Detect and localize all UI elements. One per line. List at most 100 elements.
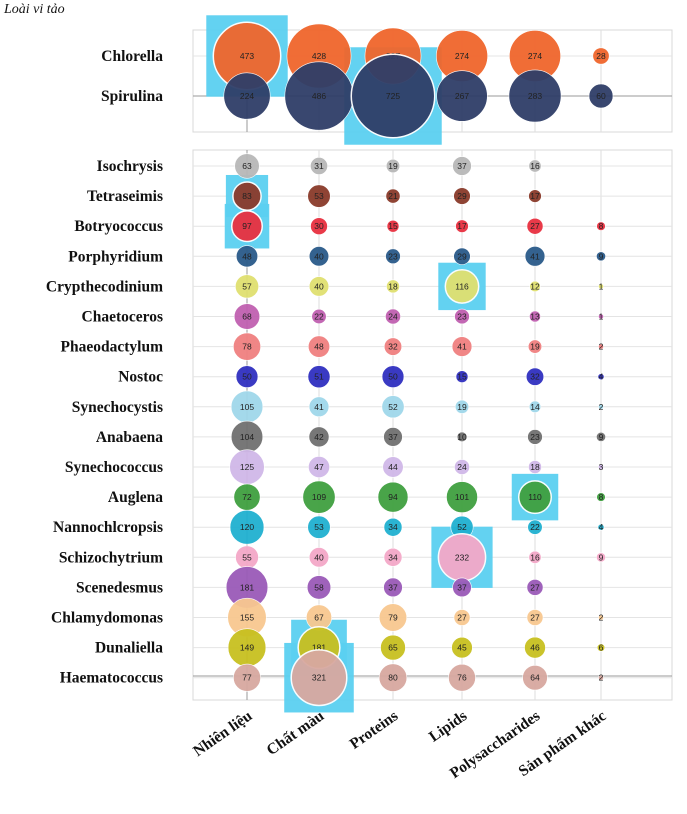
- bubble: [311, 308, 327, 325]
- bubble: [436, 70, 488, 122]
- bubble: [233, 332, 261, 361]
- bubble: [455, 370, 469, 384]
- bubble: [522, 664, 548, 691]
- data-label: 94: [388, 492, 398, 502]
- bubble: [383, 547, 403, 567]
- data-label: 64: [530, 673, 540, 683]
- data-label: 27: [530, 613, 540, 623]
- data-label: 37: [457, 161, 467, 171]
- bubble: [596, 251, 606, 262]
- row-label: Phaeodactylum: [61, 339, 164, 356]
- row-label: Nannochlcropsis: [53, 519, 163, 536]
- data-label: 15: [388, 221, 398, 231]
- column-label: Proteins: [347, 707, 402, 752]
- data-label: 97: [242, 221, 252, 231]
- data-label: 79: [388, 613, 398, 623]
- row-label: Chlorella: [101, 48, 163, 65]
- row-label: Chlamydomonas: [51, 610, 163, 627]
- data-label: 267: [455, 91, 469, 101]
- bubble: [529, 310, 541, 323]
- bubble: [528, 159, 542, 173]
- data-label: 51: [314, 372, 324, 382]
- data-label: 274: [455, 51, 469, 61]
- data-label: 101: [455, 492, 469, 502]
- bubble: [350, 53, 436, 139]
- data-label: 2: [599, 613, 604, 623]
- bubble: [290, 649, 348, 707]
- bubble: [598, 343, 604, 350]
- data-label: 77: [242, 673, 252, 683]
- bubble: [230, 210, 264, 243]
- column-label: Chất màu: [264, 707, 328, 759]
- data-label: 53: [314, 522, 324, 532]
- data-label: 22: [314, 312, 324, 322]
- bubble: [455, 219, 469, 233]
- data-label: 31: [314, 161, 324, 171]
- y-axis-title: Loài vi tảo: [4, 2, 65, 17]
- data-label: 68: [242, 312, 252, 322]
- bubble: [454, 308, 470, 325]
- data-label: 37: [388, 432, 398, 442]
- data-label: 80: [388, 673, 398, 683]
- data-label: 116: [455, 281, 469, 291]
- data-label: 2: [599, 342, 604, 352]
- bubble: [452, 156, 472, 176]
- row-label: Nostoc: [118, 369, 163, 386]
- data-label: 37: [388, 582, 398, 592]
- bubble: [385, 158, 401, 174]
- data-label: 110: [528, 492, 542, 502]
- bubble: [308, 246, 330, 267]
- data-label: 40: [314, 251, 324, 261]
- bubble: [380, 634, 406, 661]
- row-label: Botryococcus: [74, 218, 163, 235]
- bubble: [386, 279, 400, 294]
- panel-frame: [192, 149, 673, 701]
- bubble: [378, 603, 408, 632]
- bubble: [383, 577, 403, 598]
- data-label: 232: [455, 552, 469, 562]
- data-label: 83: [242, 191, 252, 201]
- data-label: 27: [457, 613, 467, 623]
- data-label: 10: [457, 432, 467, 442]
- bubble: [598, 464, 604, 470]
- data-label: 149: [240, 643, 254, 653]
- data-label: 78: [242, 342, 252, 352]
- bubble: [598, 403, 604, 410]
- bubble: [596, 221, 606, 231]
- bubble: [308, 276, 330, 297]
- bubble: [307, 515, 331, 539]
- bubble: [446, 481, 478, 513]
- bubble: [378, 663, 408, 692]
- bubble: [385, 248, 401, 265]
- data-label: 50: [242, 372, 252, 382]
- bubble: [453, 609, 471, 626]
- bubble: [524, 636, 546, 659]
- data-label: 28: [596, 51, 606, 61]
- bubble: [223, 72, 271, 120]
- bubble: [454, 399, 470, 414]
- column-label: Nhiên liệu: [190, 707, 255, 760]
- data-label: 42: [314, 432, 324, 442]
- bubble: [597, 373, 605, 381]
- data-label: 15: [457, 372, 467, 382]
- data-label: 473: [240, 51, 254, 61]
- bubble: [383, 427, 403, 447]
- bubble: [451, 336, 473, 357]
- data-label: 16: [530, 552, 540, 562]
- row-label: Synechocystis: [72, 399, 163, 416]
- data-label: 109: [312, 492, 326, 502]
- bubble: [233, 303, 261, 330]
- data-label: 48: [242, 251, 252, 261]
- data-label: 9: [599, 432, 604, 442]
- row-label: Tetraseimis: [87, 188, 163, 205]
- data-label: 52: [457, 522, 467, 532]
- bubble: [527, 339, 543, 354]
- data-label: 120: [240, 522, 254, 532]
- data-label: 12: [530, 281, 540, 291]
- data-label: 9: [599, 251, 604, 261]
- bubble: [385, 188, 401, 204]
- bubble: [235, 365, 259, 388]
- bubble: [308, 456, 330, 478]
